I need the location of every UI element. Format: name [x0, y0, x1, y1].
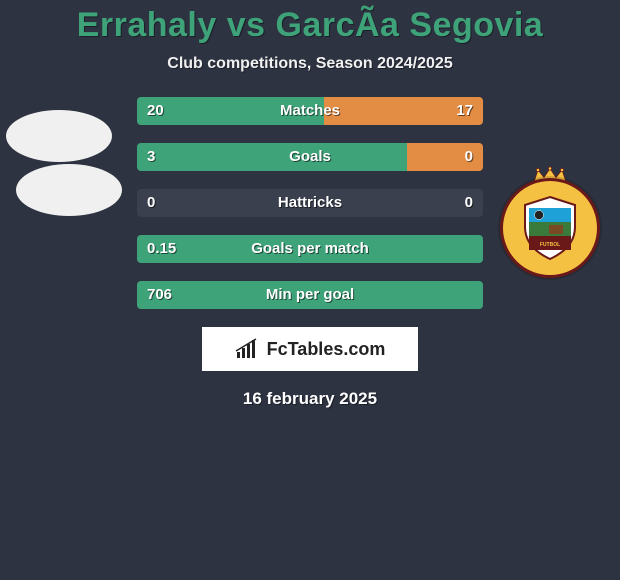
stat-label: Goals	[137, 143, 483, 171]
player1-avatar-placeholder	[6, 110, 112, 162]
stat-row: 0.15 Goals per match	[137, 235, 483, 263]
stat-row: 3 Goals 0	[137, 143, 483, 171]
stat-label: Goals per match	[137, 235, 483, 263]
subtitle: Club competitions, Season 2024/2025	[0, 55, 620, 73]
stat-label: Hattricks	[137, 189, 483, 217]
brand-text: FcTables.com	[267, 339, 386, 360]
shield-icon: FUTBOL	[515, 193, 585, 263]
stat-row: 20 Matches 17	[137, 97, 483, 125]
player1-avatar-placeholder-2	[16, 164, 122, 216]
stat-row: 706 Min per goal	[137, 281, 483, 309]
brand-box: FcTables.com	[202, 327, 418, 371]
chart-bars-icon	[235, 338, 261, 360]
date-text: 16 february 2025	[0, 389, 620, 409]
stat-right-value: 17	[456, 97, 473, 125]
stat-label: Matches	[137, 97, 483, 125]
stat-row: 0 Hattricks 0	[137, 189, 483, 217]
svg-text:FUTBOL: FUTBOL	[540, 242, 560, 248]
stats-table: 20 Matches 17 3 Goals 0 0 Hattricks 0 0.…	[137, 97, 483, 309]
team-badge: FUTBOL	[500, 178, 600, 278]
stat-right-value: 0	[465, 143, 473, 171]
page-title: Errahaly vs GarcÃ­a Segovia	[0, 0, 620, 45]
stat-right-value: 0	[465, 189, 473, 217]
stat-label: Min per goal	[137, 281, 483, 309]
